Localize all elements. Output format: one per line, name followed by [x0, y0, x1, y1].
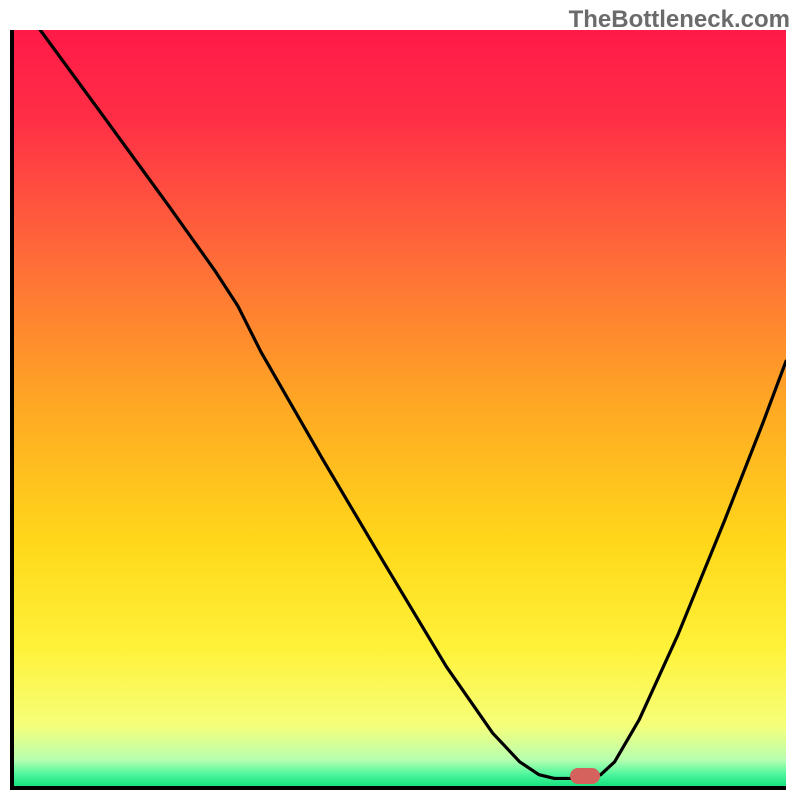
plot-area [14, 30, 786, 786]
watermark-text: TheBottleneck.com [569, 6, 790, 34]
y-axis-line [10, 30, 14, 790]
optimum-marker [570, 768, 600, 784]
x-axis-line [10, 786, 786, 790]
chart-container: TheBottleneck.com [0, 0, 800, 800]
bottleneck-curve [14, 30, 786, 786]
